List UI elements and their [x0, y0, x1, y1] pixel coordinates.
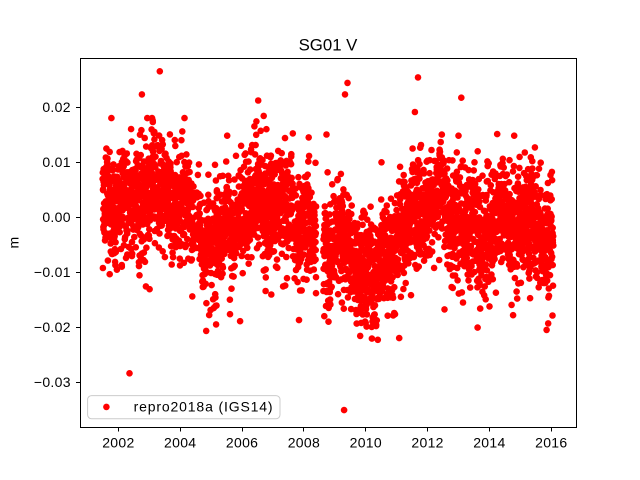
- svg-text:2008: 2008: [288, 435, 320, 451]
- svg-text:m: m: [5, 237, 21, 249]
- svg-text:2014: 2014: [473, 435, 505, 451]
- svg-text:0.01: 0.01: [42, 154, 70, 170]
- svg-text:−0.01: −0.01: [34, 264, 71, 280]
- svg-text:0.02: 0.02: [42, 99, 70, 115]
- svg-text:2002: 2002: [102, 435, 134, 451]
- svg-text:repro2018a (IGS14): repro2018a (IGS14): [134, 398, 274, 414]
- svg-text:0.00: 0.00: [42, 209, 70, 225]
- svg-text:2012: 2012: [411, 435, 443, 451]
- svg-text:2010: 2010: [350, 435, 382, 451]
- svg-text:2006: 2006: [226, 435, 258, 451]
- svg-text:−0.02: −0.02: [34, 319, 71, 335]
- svg-text:2016: 2016: [535, 435, 567, 451]
- svg-text:−0.03: −0.03: [34, 374, 71, 390]
- svg-text:SG01 V: SG01 V: [299, 36, 359, 55]
- svg-text:2004: 2004: [164, 435, 196, 451]
